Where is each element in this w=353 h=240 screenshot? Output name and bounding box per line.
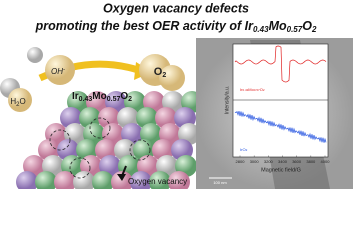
legend-text: IrO [240, 147, 246, 152]
x-axis-label: Magnetic field/G [261, 167, 301, 173]
formula: Mo [269, 19, 287, 33]
vacancy-ring [69, 157, 91, 179]
legend-red: Ir0.43Mo0.57O2 [240, 87, 265, 92]
formula: 2 [311, 25, 317, 34]
label: O [19, 97, 25, 106]
title-line: Oxygen vacancy defects [103, 1, 249, 15]
atom [54, 171, 76, 189]
vacancy-ring [129, 139, 151, 161]
legend-blue: IrO2 [240, 147, 248, 152]
x-ticks: 2800 3000 3200 3400 3600 3800 4000 [236, 155, 331, 164]
x-tick-label: 3400 [278, 159, 288, 164]
scale-label: 100 nm [213, 180, 227, 185]
label: 0.43 [79, 96, 93, 103]
oh-label: OH- [51, 67, 65, 77]
label: - [63, 67, 65, 73]
vacancy-ring [89, 117, 111, 139]
legend-text: Mo [248, 87, 254, 92]
x-tick-label: 3200 [264, 159, 274, 164]
x-tick-label: 3000 [250, 159, 260, 164]
label: 2 [162, 72, 166, 79]
vacancy-label: Oxygen vacancy [128, 177, 187, 186]
formula: O [302, 19, 312, 33]
label: H [10, 97, 16, 106]
x-tick-label: 2800 [236, 159, 246, 164]
label: 2 [128, 96, 132, 103]
label: 2 [16, 102, 20, 108]
title-line: promoting the best OER activity of Ir0.4… [35, 19, 317, 34]
pointer-head [117, 174, 126, 181]
o2-label: O2 [154, 66, 167, 79]
label: 0.57 [107, 96, 121, 103]
blue-spectrum [234, 110, 327, 143]
water-label: H2O [10, 97, 25, 107]
label: O [154, 66, 163, 78]
label: Ir [72, 91, 79, 102]
label: O [120, 91, 128, 102]
atom [27, 47, 43, 63]
label: OH [51, 67, 63, 76]
x-tick-label: 3800 [306, 159, 316, 164]
x-tick-label: 3600 [292, 159, 302, 164]
atom [92, 171, 114, 189]
vacancy-ring [49, 129, 71, 151]
legend-text: 2 [246, 148, 248, 152]
title-text: promoting the best OER activity of [35, 19, 245, 33]
catalyst-label: Ir0.43Mo0.57O2 [72, 91, 132, 103]
atom [130, 171, 152, 189]
graphical-abstract: Oxygen vacancy defects promoting the bes… [0, 1, 353, 189]
legend-text: 0.43 [242, 88, 248, 92]
legend-text: Ir [240, 87, 243, 92]
formula: 0.43 [253, 25, 269, 34]
title: Oxygen vacancy defects promoting the bes… [35, 1, 317, 34]
y-axis-label: Intensity/a.u. [224, 86, 230, 114]
red-spectrum [234, 45, 327, 83]
formula: 0.57 [287, 25, 303, 34]
legend-text: O [260, 87, 263, 92]
formula: Ir [245, 19, 254, 33]
atom [16, 171, 38, 189]
epr-plot [232, 43, 329, 158]
x-tick-label: 4000 [321, 159, 331, 164]
atom-pile [16, 91, 203, 189]
atom [35, 171, 57, 189]
water-sphere [8, 88, 32, 112]
atom [168, 171, 190, 189]
o2-sphere [159, 65, 185, 91]
atom [73, 171, 95, 189]
legend-text: 0.57 [254, 88, 260, 92]
label: Mo [92, 91, 106, 102]
atom [149, 171, 171, 189]
oh-sphere [45, 55, 75, 85]
legend-text: 2 [263, 88, 265, 92]
